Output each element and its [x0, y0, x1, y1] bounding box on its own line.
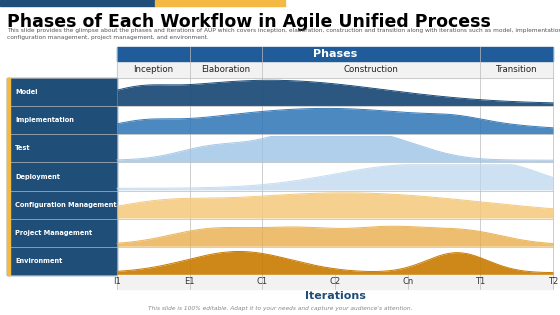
Text: Iterations: Iterations [305, 291, 366, 301]
Text: Environment: Environment [15, 258, 62, 264]
Text: I1: I1 [113, 278, 121, 287]
Bar [7, 78, 117, 275]
Text: C1: C1 [257, 278, 268, 287]
Text: Test: Test [15, 145, 30, 151]
Bar [155, 0, 285, 6]
Bar [7, 78, 10, 275]
Text: This slide is 100% editable. Adapt it to your needs and capture your audience's : This slide is 100% editable. Adapt it to… [148, 306, 412, 311]
Text: T2: T2 [548, 278, 558, 287]
Text: Project Management: Project Management [15, 230, 92, 236]
Text: Construction: Construction [344, 65, 399, 74]
Text: This slide provides the glimpse about the phases and iterations of AUP which cov: This slide provides the glimpse about th… [7, 28, 560, 40]
Text: Model: Model [15, 89, 38, 95]
Text: Cn: Cn [402, 278, 413, 287]
Text: Implementation: Implementation [15, 117, 74, 123]
Text: Configuration Management: Configuration Management [15, 202, 116, 208]
Text: Deployment: Deployment [15, 174, 60, 180]
Text: Inception: Inception [133, 65, 174, 74]
Bar [0, 0, 155, 6]
Text: E1: E1 [184, 278, 195, 287]
Text: Phases of Each Workflow in Agile Unified Process: Phases of Each Workflow in Agile Unified… [7, 13, 491, 31]
Bar [117, 47, 553, 61]
Bar [117, 275, 553, 289]
Text: T1: T1 [475, 278, 486, 287]
Text: Transition: Transition [496, 65, 538, 74]
Bar [117, 61, 553, 78]
Text: Phases: Phases [313, 49, 357, 59]
Text: C2: C2 [329, 278, 340, 287]
Text: Elaboration: Elaboration [202, 65, 250, 74]
Bar [117, 78, 553, 275]
